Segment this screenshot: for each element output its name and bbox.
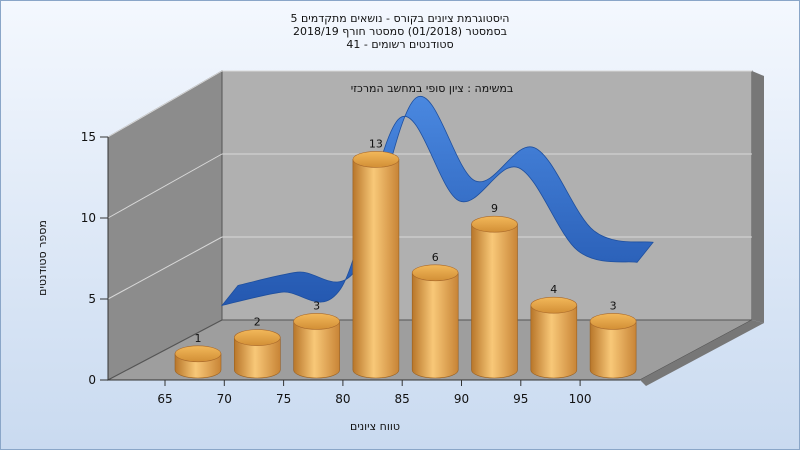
chart-subtitle: במשימה : ציון סופי במחשב המרכזי (351, 82, 514, 95)
x-tick-label: 80 (335, 392, 350, 406)
x-axis: 65 70 75 80 85 90 95 100 (108, 379, 640, 406)
floor-bevel (640, 320, 764, 386)
chart-title-line-2: בסמסטר (01/2018) סמסטר חורף 2018/19 (293, 25, 507, 38)
y-tick-label: 5 (88, 292, 96, 306)
data-labels: 1 2 3 13 6 9 4 3 (195, 137, 617, 344)
data-label: 3 (610, 299, 617, 312)
x-tick-label: 100 (569, 392, 592, 406)
y-axis-title: מספר סטודנטים (36, 220, 49, 296)
data-label: 6 (432, 251, 439, 264)
bars (174, 151, 637, 379)
data-label: 1 (195, 332, 202, 345)
data-label: 13 (369, 137, 383, 150)
chart-title-line-3: סטודנטים רשומים - 41 (346, 38, 454, 51)
x-tick-label: 75 (276, 392, 291, 406)
chart-title-line-1: היסטוגרמת ציונים בקורס - נושאים מתקדמים … (290, 12, 510, 25)
bar (233, 329, 281, 379)
bar (530, 296, 578, 379)
y-axis: 0 5 10 15 (81, 130, 109, 387)
y-tick-label: 10 (81, 211, 96, 225)
wall-bevel (752, 71, 764, 323)
data-label: 9 (491, 202, 498, 215)
x-tick-label: 95 (513, 392, 528, 406)
x-tick-label: 65 (157, 392, 172, 406)
x-tick-label: 90 (454, 392, 469, 406)
x-axis-title: טווח ציונים (350, 420, 400, 433)
data-label: 4 (550, 283, 557, 296)
y-tick-label: 15 (81, 130, 96, 144)
bar (471, 215, 518, 379)
bar (293, 313, 340, 379)
data-label: 3 (313, 299, 320, 312)
x-tick-label: 70 (217, 392, 232, 406)
bar (589, 313, 637, 379)
data-label: 2 (254, 316, 261, 329)
y-tick-label: 0 (88, 373, 96, 387)
x-tick-label: 85 (395, 392, 410, 406)
bar (174, 345, 222, 379)
bar (411, 264, 459, 379)
bar (352, 151, 400, 379)
grid-lines (107, 70, 752, 300)
